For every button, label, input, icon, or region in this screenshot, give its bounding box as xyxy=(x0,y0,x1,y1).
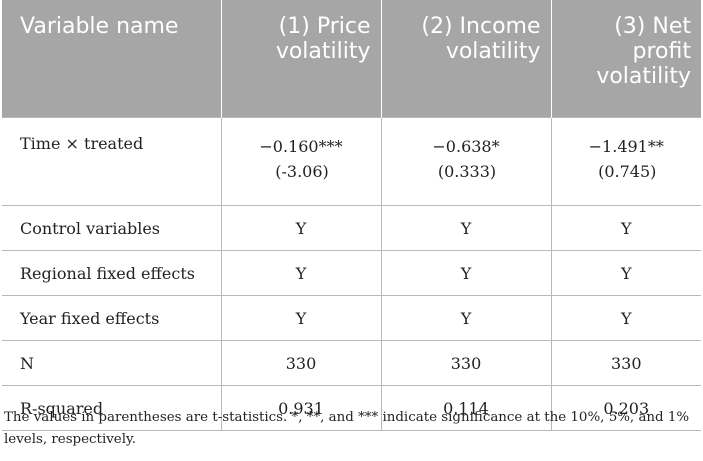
table-cell: 0.931 xyxy=(220,385,382,431)
cell-net-profit-volatility: −1.491** (0.745) xyxy=(550,117,701,206)
table-cell: Y xyxy=(220,250,382,296)
table-cell: Y xyxy=(550,250,701,296)
table-cell: Y xyxy=(380,295,552,341)
header-line: volatility xyxy=(275,39,371,64)
row-label: R-squared xyxy=(2,385,222,431)
header-line: profit xyxy=(632,39,691,64)
header-line: (1) Price xyxy=(278,14,371,39)
table-row-time-treated: Time × treated −0.160*** (-3.06) −0.638*… xyxy=(2,117,701,206)
table-footnote: The values in parentheses are t-statisti… xyxy=(4,410,690,447)
row-label: Regional fixed effects xyxy=(2,250,222,296)
table-header: Variable name (1) Price volatility (2) I… xyxy=(2,0,701,118)
header-line: (3) Net xyxy=(614,14,691,39)
row-label: Year fixed effects xyxy=(2,295,222,341)
table-row-year-fixed-effects: Year fixed effects Y Y Y xyxy=(2,295,701,341)
table-cell: Y xyxy=(380,250,552,296)
row-label: Time × treated xyxy=(2,117,222,206)
header-price-volatility: (1) Price volatility xyxy=(220,0,381,118)
row-label: N xyxy=(2,340,222,386)
t-statistic: (-3.06) xyxy=(275,162,329,181)
coefficient: −1.491** xyxy=(588,137,664,156)
table-cell: 330 xyxy=(550,340,701,386)
results-table-container: Variable name (1) Price volatility (2) I… xyxy=(2,0,701,431)
table-row-n: N 330 330 330 xyxy=(2,340,701,386)
table-cell: 0.203 xyxy=(550,385,701,431)
header-variable-name: Variable name xyxy=(2,0,221,118)
table-cell: Y xyxy=(220,295,382,341)
cell-price-volatility: −0.160*** (-3.06) xyxy=(220,117,382,206)
coefficient: −0.638* xyxy=(432,137,500,156)
row-label: Control variables xyxy=(2,205,222,251)
table-row-r-squared: R-squared 0.931 0.114 0.203 xyxy=(2,385,701,431)
table-cell: 0.114 xyxy=(380,385,552,431)
table-cell: Y xyxy=(550,205,701,251)
table-cell: Y xyxy=(380,205,552,251)
header-line: (2) Income xyxy=(421,14,541,39)
header-row: Variable name (1) Price volatility (2) I… xyxy=(2,0,701,118)
header-line: volatility xyxy=(596,64,691,89)
table-row-control-variables: Control variables Y Y Y xyxy=(2,205,701,251)
regression-results-table: Variable name (1) Price volatility (2) I… xyxy=(2,0,701,431)
table-cell: 330 xyxy=(220,340,382,386)
table-cell: 330 xyxy=(380,340,552,386)
header-line: Variable name xyxy=(20,14,179,39)
table-body: Time × treated −0.160*** (-3.06) −0.638*… xyxy=(2,117,701,431)
t-statistic: (0.745) xyxy=(598,162,657,181)
header-line: volatility xyxy=(445,39,541,64)
t-statistic: (0.333) xyxy=(437,162,497,181)
table-cell: Y xyxy=(550,295,701,341)
header-net-profit-volatility: (3) Net profit volatility xyxy=(550,0,701,118)
table-cell: Y xyxy=(220,205,382,251)
header-income-volatility: (2) Income volatility xyxy=(380,0,551,118)
cell-income-volatility: −0.638* (0.333) xyxy=(380,117,552,206)
table-row-regional-fixed-effects: Regional fixed effects Y Y Y xyxy=(2,250,701,296)
coefficient: −0.160*** xyxy=(259,137,343,156)
